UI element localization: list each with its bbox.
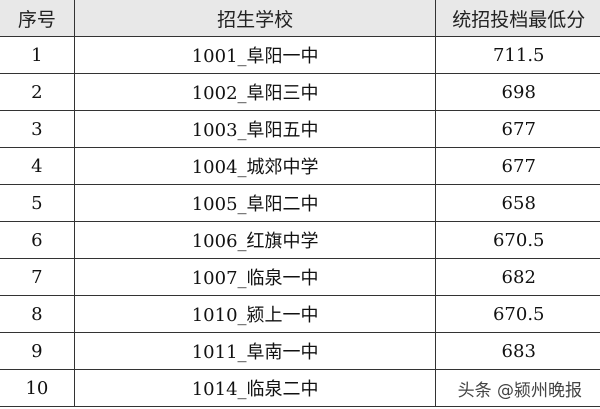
- cell-no: 7: [0, 258, 75, 296]
- table-row: 8 1010_颍上一中 670.5: [0, 295, 600, 333]
- table-row: 7 1007_临泉一中 682: [0, 258, 600, 296]
- cell-score: 711.5: [435, 36, 600, 74]
- cell-score: 677: [435, 147, 600, 185]
- cell-school: 1001_阜阳一中: [73, 36, 437, 74]
- header-score: 统招投档最低分: [435, 0, 600, 37]
- cell-school: 1007_临泉一中: [73, 258, 437, 296]
- cell-no: 9: [0, 332, 75, 370]
- cell-no: 3: [0, 110, 75, 148]
- cell-score: 698: [435, 73, 600, 111]
- cell-no: 4: [0, 147, 75, 185]
- header-school: 招生学校: [73, 0, 437, 37]
- header-no: 序号: [0, 0, 75, 37]
- table-row: 1 1001_阜阳一中 711.5: [0, 36, 600, 74]
- cell-school: 1010_颍上一中: [73, 295, 437, 333]
- cell-no: 2: [0, 73, 75, 111]
- table-row: 2 1002_阜阳三中 698: [0, 73, 600, 111]
- cell-score: 670.5: [435, 221, 600, 259]
- table-row: 6 1006_红旗中学 670.5: [0, 221, 600, 259]
- cell-score: 677: [435, 110, 600, 148]
- cell-school: 1004_城郊中学: [73, 147, 437, 185]
- cell-no: 8: [0, 295, 75, 333]
- table-row: 4 1004_城郊中学 677: [0, 147, 600, 185]
- cell-school: 1002_阜阳三中: [73, 73, 437, 111]
- cell-score: 683: [435, 332, 600, 370]
- cell-no: 6: [0, 221, 75, 259]
- cell-school: 1014_临泉二中: [73, 369, 437, 407]
- cell-score: 670.5: [435, 295, 600, 333]
- cell-no: 5: [0, 184, 75, 222]
- table-row: 9 1011_阜南一中 683: [0, 332, 600, 370]
- table-row: 3 1003_阜阳五中 677: [0, 110, 600, 148]
- cell-school: 1011_阜南一中: [73, 332, 437, 370]
- cell-score: 658: [435, 184, 600, 222]
- cell-school: 1003_阜阳五中: [73, 110, 437, 148]
- cell-school: 1005_阜阳二中: [73, 184, 437, 222]
- table-row: 5 1005_阜阳二中 658: [0, 184, 600, 222]
- cell-school: 1006_红旗中学: [73, 221, 437, 259]
- cell-score: 682: [435, 258, 600, 296]
- cell-no: 10: [0, 369, 75, 407]
- header-row: 序号 招生学校 统招投档最低分: [0, 0, 600, 37]
- cell-no: 1: [0, 36, 75, 74]
- watermark: 头条 @颍州晚报: [453, 376, 586, 401]
